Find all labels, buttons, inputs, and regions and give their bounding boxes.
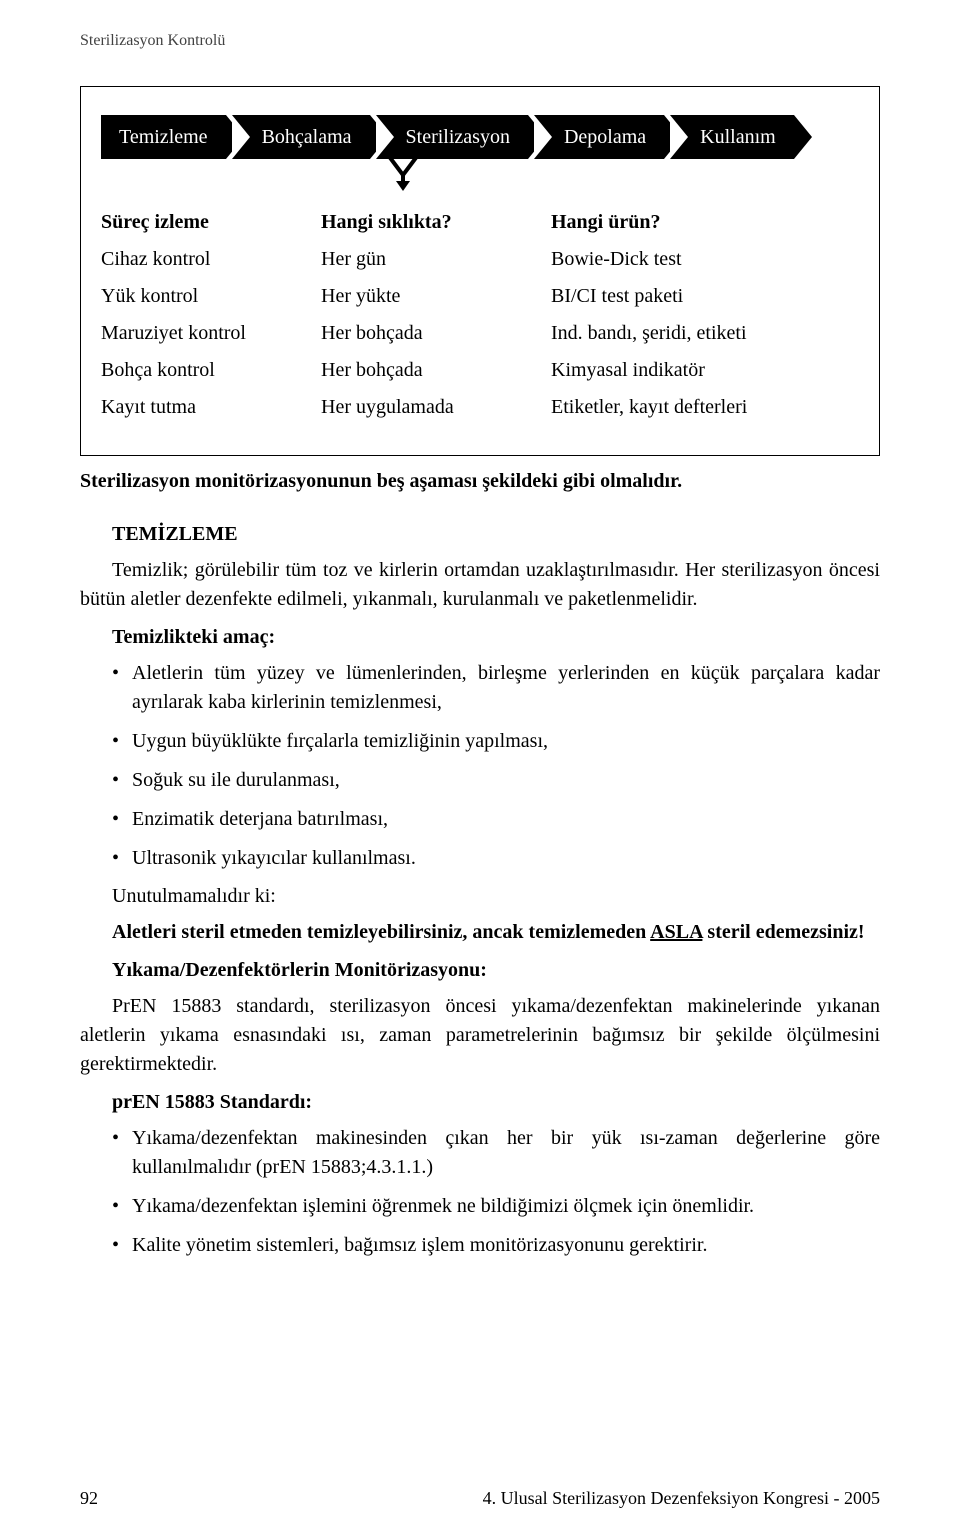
underlined-word: ASLA [650,921,702,943]
list-item: Ultrasonik yıkayıcılar kullanılması. [80,844,880,873]
emphasis-sentence: Aletleri steril etmeden temizleyebilirsi… [80,918,880,947]
table-cell: Bowie-Dick test [551,248,859,271]
table-cell: Bohça kontrol [101,359,321,382]
list-item: Uygun büyüklükte fırçalarla temizliğinin… [80,727,880,756]
list-item: Kalite yönetim sistemleri, bağımsız işle… [80,1231,880,1260]
list-item: Yıkama/dezenfektan makinesinden çıkan he… [80,1124,880,1182]
footer-congress: 4. Ulusal Sterilizasyon Dezenfeksiyon Ko… [483,1488,880,1509]
process-step-label: Bohçalama [232,115,370,159]
list-item: Aletlerin tüm yüzey ve lümenlerinden, bi… [80,659,880,717]
process-step: Temizleme [101,115,226,159]
subheading-amac: Temizlikteki amaç: [80,626,880,649]
table-cell: BI/CI test paketi [551,285,859,308]
list-item: Yıkama/dezenfektan işlemini öğrenmek ne … [80,1192,880,1221]
caption-below-box: Sterilizasyon monitörizasyonunun beş aşa… [80,470,880,493]
subheading-yikama: Yıkama/Dezenfektörlerin Monitörizasyonu: [80,959,880,982]
process-step: Depolama [534,115,664,159]
bullet-list-pren: Yıkama/dezenfektan makinesinden çıkan he… [80,1124,880,1260]
table-header: Hangi ürün? [551,211,859,234]
table-cell: Ind. bandı, şeridi, etiketi [551,322,859,345]
process-flow-box: Temizleme Bohçalama Sterilizasyon Depola… [80,86,880,456]
monitoring-table: Süreç izleme Hangi sıklıkta? Hangi ürün?… [101,211,859,419]
process-step-label: Kullanım [670,115,794,159]
process-step: Bohçalama [232,115,370,159]
list-item: Soğuk su ile durulanması, [80,766,880,795]
page-footer: 92 4. Ulusal Sterilizasyon Dezenfeksiyon… [80,1488,880,1509]
process-step: Kullanım [670,115,794,159]
table-cell: Her uygulamada [321,396,551,419]
bullet-list-amac: Aletlerin tüm yüzey ve lümenlerinden, bi… [80,659,880,873]
text-fragment: steril edemezsiniz! [702,921,864,943]
paragraph: Temizlik; görülebilir tüm toz ve kirleri… [80,556,880,614]
table-header: Süreç izleme [101,211,321,234]
table-cell: Cihaz kontrol [101,248,321,271]
list-item: Enzimatik deterjana batırılması, [80,805,880,834]
subheading-unut: Unutulmamalıdır ki: [80,885,880,908]
subheading-pren: prEN 15883 Standardı: [80,1091,880,1114]
table-cell: Her bohçada [321,359,551,382]
running-header: Sterilizasyon Kontrolü [80,32,880,50]
table-cell: Her yükte [321,285,551,308]
process-step-label: Depolama [534,115,664,159]
table-cell: Maruziyet kontrol [101,322,321,345]
table-cell: Kimyasal indikatör [551,359,859,382]
text-fragment: Aletleri steril etmeden temizleyebilirsi… [112,921,650,943]
document-page: Sterilizasyon Kontrolü Temizleme Bohçala… [0,0,960,1537]
paragraph: PrEN 15883 standardı, sterilizasyon önce… [80,992,880,1079]
page-number: 92 [80,1488,98,1509]
arrow-steps-row: Temizleme Bohçalama Sterilizasyon Depola… [101,115,859,159]
section-heading-temizleme: TEMİZLEME [80,523,880,546]
table-header: Hangi sıklıkta? [321,211,551,234]
table-cell: Kayıt tutma [101,396,321,419]
table-cell: Etiketler, kayıt defterleri [551,396,859,419]
process-step-label: Temizleme [101,115,226,159]
down-arrow-icon [378,153,428,193]
table-cell: Her bohçada [321,322,551,345]
table-cell: Her gün [321,248,551,271]
table-cell: Yük kontrol [101,285,321,308]
